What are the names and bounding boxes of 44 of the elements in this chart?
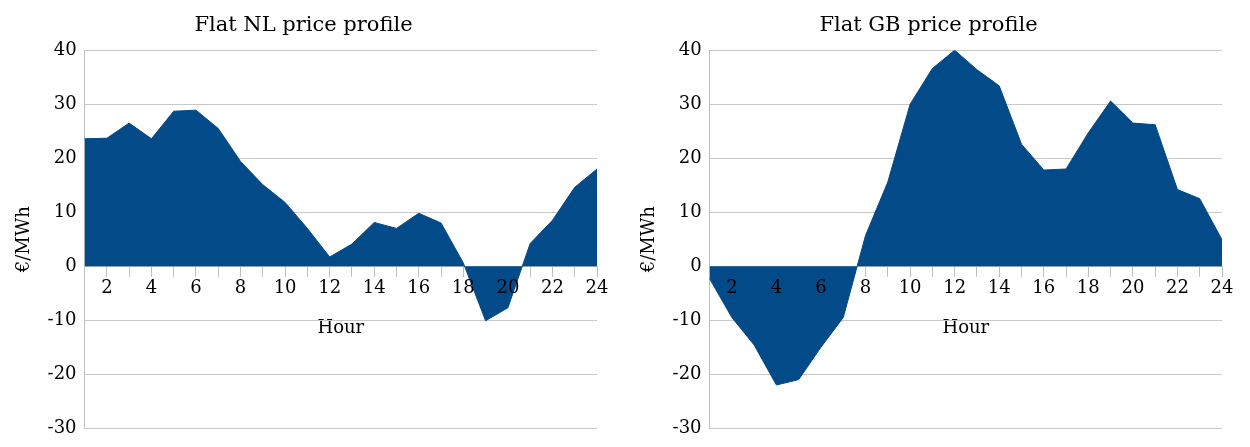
y-tick-label: 40 (53, 37, 77, 59)
x-tick-label: 22 (1165, 275, 1189, 297)
y-tick-label: 0 (65, 253, 77, 275)
chart-title: Flat GB price profile (819, 12, 1038, 37)
x-tick-label: 6 (190, 275, 202, 297)
y-tick-label: -30 (672, 415, 702, 437)
x-tick-label: 14 (362, 275, 386, 297)
x-tick-label: 18 (1076, 275, 1100, 297)
x-axis-title: Hour (317, 316, 365, 338)
x-tick-label: 22 (540, 275, 564, 297)
y-tick-label: 30 (53, 91, 77, 113)
y-tick-label: 10 (678, 199, 702, 221)
x-tick-label: 8 (234, 275, 247, 297)
x-tick-label: 10 (273, 275, 297, 297)
y-tick-label: -30 (47, 415, 77, 437)
y-tick-label: -10 (672, 307, 702, 329)
y-tick-label: 20 (53, 145, 77, 167)
y-tick-label: -20 (47, 361, 77, 383)
y-tick-label: -20 (672, 361, 702, 383)
x-tick-label: 12 (318, 275, 342, 297)
y-axis-title: €/MWh (12, 205, 34, 274)
x-axis-title: Hour (942, 316, 990, 338)
x-tick-label: 24 (1210, 275, 1234, 297)
y-tick-label: 30 (678, 91, 702, 113)
x-tick-label: 16 (1032, 275, 1056, 297)
x-tick-label: 2 (101, 275, 113, 297)
x-tick-label: 12 (943, 275, 967, 297)
y-axis-title: €/MWh (637, 205, 659, 274)
chart-title: Flat NL price profile (194, 12, 413, 37)
x-tick-label: 8 (859, 275, 872, 297)
x-tick-label: 2 (726, 275, 738, 297)
x-tick-label: 6 (815, 275, 827, 297)
y-tick-label: 10 (53, 199, 77, 221)
y-tick-label: 0 (690, 253, 702, 275)
x-tick-label: 10 (898, 275, 922, 297)
x-tick-label: 16 (407, 275, 431, 297)
y-tick-label: -10 (47, 307, 77, 329)
y-tick-label: 40 (678, 37, 702, 59)
y-tick-label: 20 (678, 145, 702, 167)
x-tick-label: 24 (585, 275, 609, 297)
x-tick-label: 4 (770, 275, 783, 297)
x-tick-label: 20 (1121, 275, 1145, 297)
x-tick-label: 14 (987, 275, 1011, 297)
x-tick-label: 4 (145, 275, 158, 297)
